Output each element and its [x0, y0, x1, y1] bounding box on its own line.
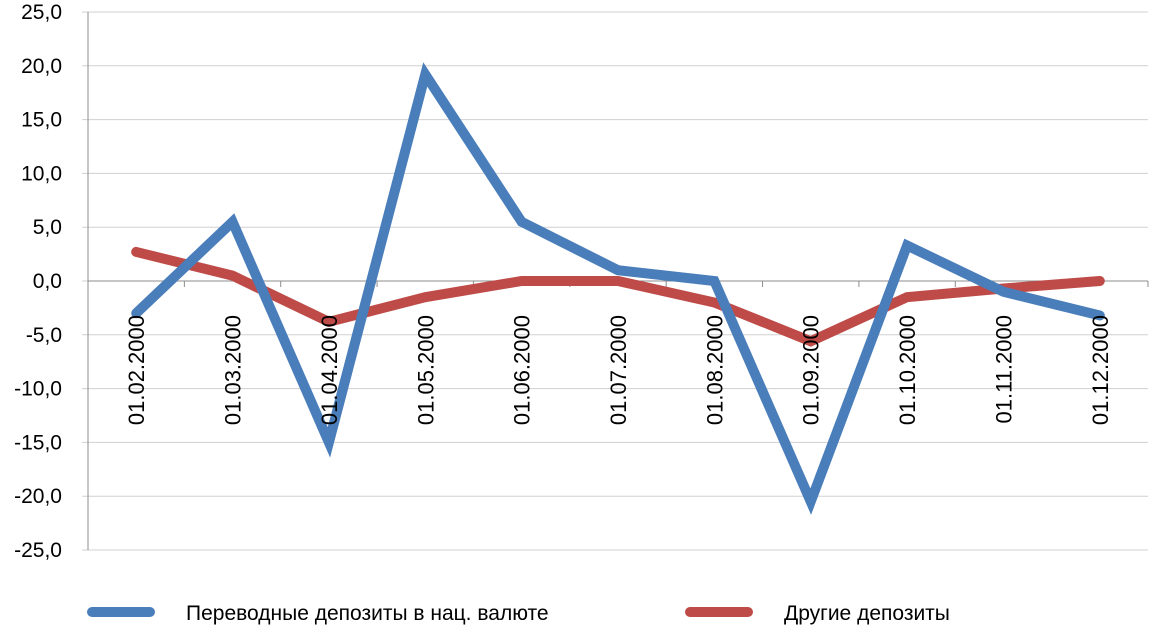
y-tick-label: -20,0	[14, 485, 62, 508]
y-tick-label: -15,0	[14, 431, 62, 454]
y-tick-label: -10,0	[14, 378, 62, 401]
x-category-label: 01.03.2000	[221, 315, 246, 425]
y-axis-tick-labels: 25,0 20,0 15,0 10,0 5,0 0,0 -5,0 -10,0 -15,0 -20,…	[14, 1, 62, 562]
series-lines	[131, 62, 1105, 515]
series-line-transfer-deposits	[131, 62, 1105, 515]
y-tick-label: 10,0	[21, 162, 62, 185]
legend-label: Переводные депозиты в нац. валюте	[186, 602, 549, 625]
x-category-label: 01.10.2000	[895, 315, 920, 425]
x-category-label: 01.11.2000	[991, 315, 1016, 423]
y-tick-label: 20,0	[21, 55, 62, 78]
x-axis-category-labels: 01.02.2000 01.03.2000 01.04.2000 01.05.2000…	[124, 315, 1113, 425]
x-category-label: 01.08.2000	[702, 315, 727, 425]
x-category-label: 01.02.2000	[124, 315, 149, 425]
y-tick-label: 15,0	[21, 109, 62, 132]
legend-item-transfer-deposits: Переводные депозиты в нац. валюте	[87, 602, 549, 625]
y-tick-label: -25,0	[14, 539, 62, 562]
x-category-label: 01.05.2000	[413, 315, 438, 425]
x-category-label: 01.06.2000	[510, 315, 535, 425]
series-line-other-deposits	[131, 246, 1105, 347]
x-category-label: 01.07.2000	[606, 315, 631, 425]
y-tick-label: 5,0	[33, 216, 62, 239]
x-category-label: 01.09.2000	[799, 315, 824, 425]
y-tick-label: 25,0	[21, 1, 62, 24]
y-tick-label: 0,0	[33, 270, 62, 293]
legend-item-other-deposits: Другие депозиты	[685, 602, 950, 625]
legend: Переводные депозиты в нац. валюте Другие …	[87, 602, 950, 625]
legend-label: Другие депозиты	[784, 602, 950, 625]
x-category-label: 01.04.2000	[317, 315, 342, 425]
y-tick-label: -5,0	[26, 324, 62, 347]
x-category-label: 01.12.2000	[1088, 315, 1113, 425]
